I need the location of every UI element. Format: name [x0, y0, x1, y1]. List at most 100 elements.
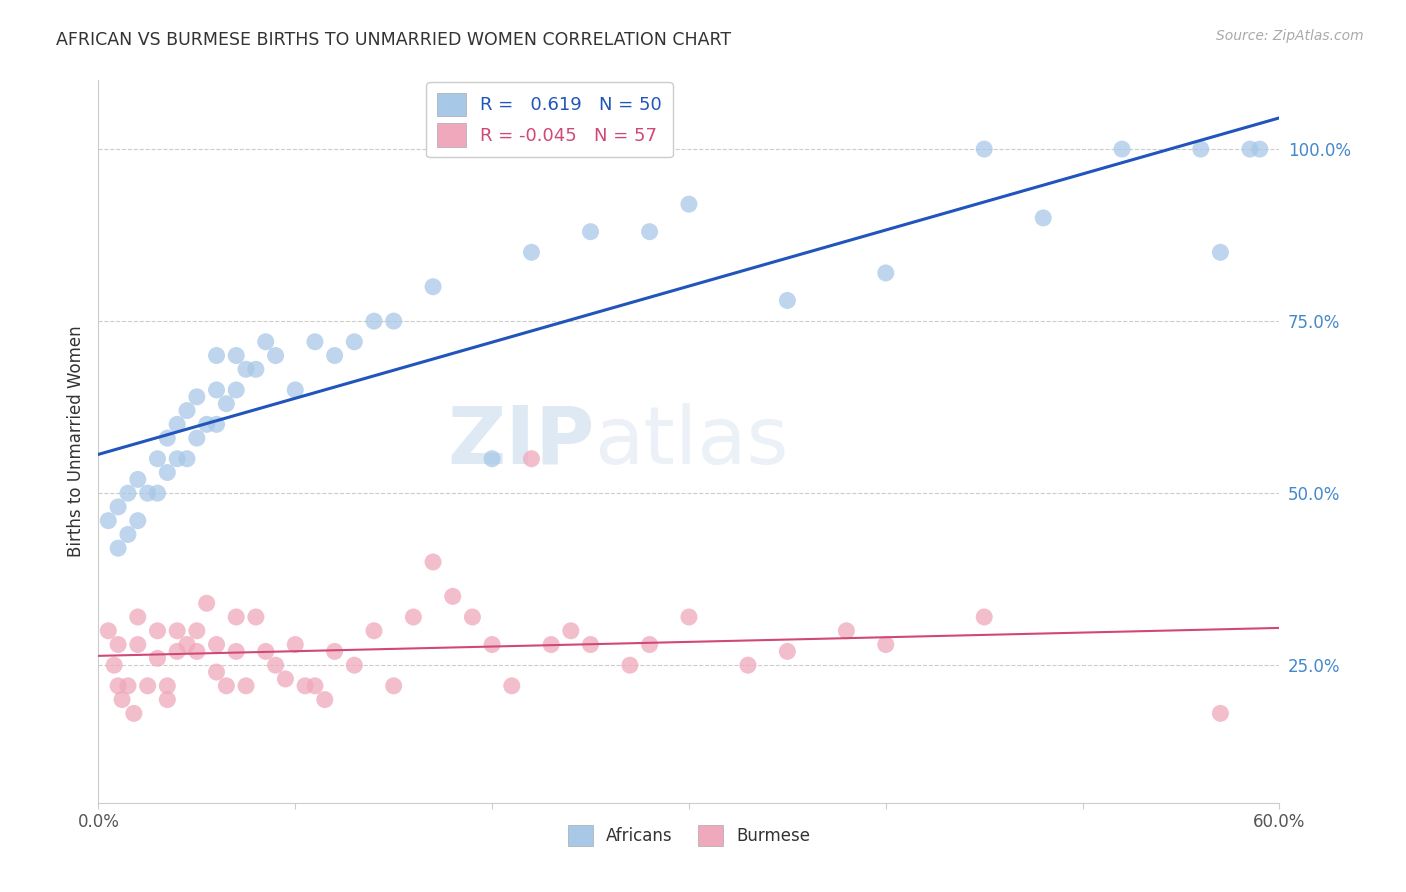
- Point: [314, 692, 336, 706]
- Point: [323, 349, 346, 363]
- Point: [363, 314, 385, 328]
- Point: [737, 658, 759, 673]
- Point: [107, 500, 129, 514]
- Point: [776, 293, 799, 308]
- Text: atlas: atlas: [595, 402, 789, 481]
- Text: AFRICAN VS BURMESE BIRTHS TO UNMARRIED WOMEN CORRELATION CHART: AFRICAN VS BURMESE BIRTHS TO UNMARRIED W…: [56, 31, 731, 49]
- Legend: Africans, Burmese: Africans, Burmese: [561, 819, 817, 852]
- Point: [973, 142, 995, 156]
- Point: [973, 610, 995, 624]
- Point: [107, 679, 129, 693]
- Point: [205, 417, 228, 432]
- Point: [264, 658, 287, 673]
- Point: [422, 555, 444, 569]
- Point: [166, 644, 188, 658]
- Point: [176, 451, 198, 466]
- Point: [481, 451, 503, 466]
- Point: [235, 362, 257, 376]
- Point: [127, 638, 149, 652]
- Point: [382, 314, 405, 328]
- Point: [205, 665, 228, 679]
- Point: [245, 362, 267, 376]
- Point: [540, 638, 562, 652]
- Point: [235, 679, 257, 693]
- Point: [195, 596, 218, 610]
- Point: [1209, 245, 1232, 260]
- Text: Source: ZipAtlas.com: Source: ZipAtlas.com: [1216, 29, 1364, 43]
- Point: [225, 383, 247, 397]
- Point: [579, 225, 602, 239]
- Point: [245, 610, 267, 624]
- Point: [776, 644, 799, 658]
- Point: [254, 334, 277, 349]
- Point: [195, 417, 218, 432]
- Point: [323, 644, 346, 658]
- Point: [136, 679, 159, 693]
- Point: [1111, 142, 1133, 156]
- Point: [304, 679, 326, 693]
- Point: [264, 349, 287, 363]
- Point: [678, 610, 700, 624]
- Point: [560, 624, 582, 638]
- Point: [136, 486, 159, 500]
- Point: [215, 679, 238, 693]
- Point: [343, 334, 366, 349]
- Point: [176, 403, 198, 417]
- Point: [156, 431, 179, 445]
- Point: [619, 658, 641, 673]
- Point: [1249, 142, 1271, 156]
- Point: [117, 527, 139, 541]
- Point: [186, 644, 208, 658]
- Point: [156, 466, 179, 480]
- Point: [501, 679, 523, 693]
- Point: [111, 692, 134, 706]
- Point: [156, 692, 179, 706]
- Point: [117, 679, 139, 693]
- Point: [284, 638, 307, 652]
- Point: [1189, 142, 1212, 156]
- Point: [835, 624, 858, 638]
- Point: [225, 610, 247, 624]
- Point: [107, 541, 129, 556]
- Y-axis label: Births to Unmarried Women: Births to Unmarried Women: [66, 326, 84, 558]
- Point: [441, 590, 464, 604]
- Point: [225, 349, 247, 363]
- Point: [107, 638, 129, 652]
- Point: [186, 624, 208, 638]
- Point: [284, 383, 307, 397]
- Point: [254, 644, 277, 658]
- Point: [127, 610, 149, 624]
- Point: [461, 610, 484, 624]
- Point: [186, 390, 208, 404]
- Point: [146, 451, 169, 466]
- Point: [146, 486, 169, 500]
- Point: [146, 651, 169, 665]
- Point: [103, 658, 125, 673]
- Point: [205, 383, 228, 397]
- Point: [875, 638, 897, 652]
- Point: [274, 672, 297, 686]
- Point: [127, 514, 149, 528]
- Point: [97, 514, 120, 528]
- Point: [304, 334, 326, 349]
- Point: [520, 451, 543, 466]
- Point: [122, 706, 145, 721]
- Point: [166, 451, 188, 466]
- Point: [520, 245, 543, 260]
- Point: [117, 486, 139, 500]
- Point: [481, 638, 503, 652]
- Point: [166, 417, 188, 432]
- Point: [382, 679, 405, 693]
- Point: [205, 638, 228, 652]
- Point: [294, 679, 316, 693]
- Point: [638, 638, 661, 652]
- Point: [638, 225, 661, 239]
- Point: [343, 658, 366, 673]
- Point: [97, 624, 120, 638]
- Point: [363, 624, 385, 638]
- Point: [186, 431, 208, 445]
- Point: [579, 638, 602, 652]
- Point: [156, 679, 179, 693]
- Point: [402, 610, 425, 624]
- Point: [205, 349, 228, 363]
